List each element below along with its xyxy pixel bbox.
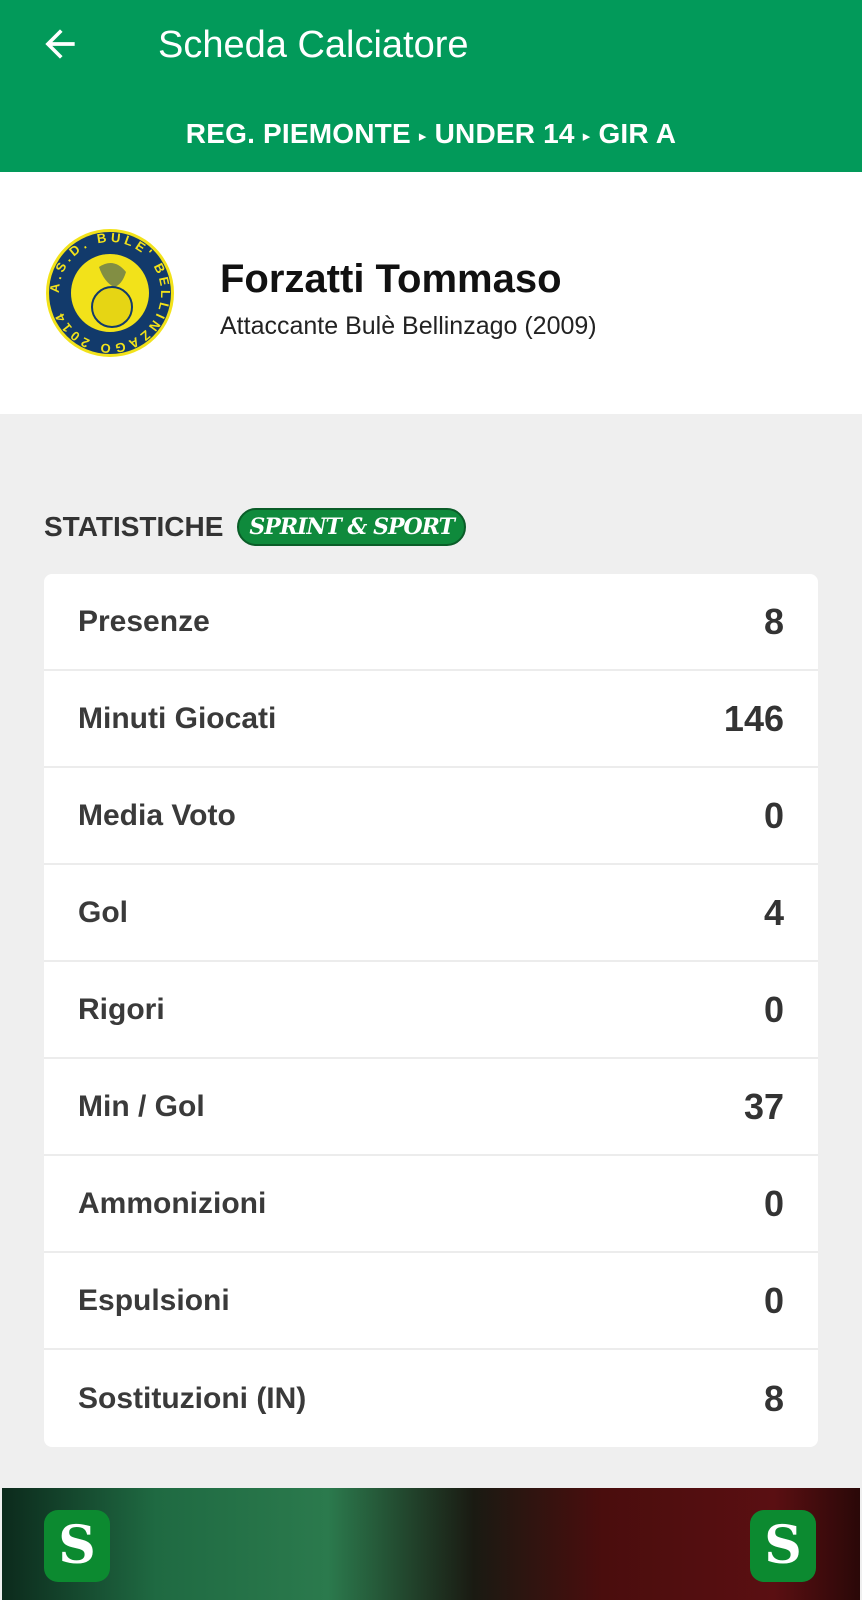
stat-label: Presenze	[78, 604, 210, 638]
stat-label: Ammonizioni	[78, 1186, 267, 1220]
stat-row: Gol 4	[44, 865, 818, 962]
stats-header: STATISTICHE SPRINT & SPORT	[44, 508, 466, 546]
player-name: Forzatti Tommaso	[220, 257, 562, 301]
stats-card: Presenze 8 Minuti Giocati 146 Media Voto 0 Gol…	[44, 574, 818, 1447]
breadcrumb-separator-icon: ▸	[582, 127, 591, 145]
stat-row: Minuti Giocati 146	[44, 671, 818, 768]
back-arrow-icon[interactable]	[38, 22, 82, 66]
stat-value: 8	[763, 600, 784, 642]
stat-value: 0	[763, 794, 784, 836]
ad-banner[interactable]: S S	[2, 1488, 860, 1600]
breadcrumb: REG. PIEMONTE ▸ UNDER 14 ▸ GIR A	[0, 118, 862, 150]
club-logo: A.S.D. BULE' BELLINZAGO 2014	[46, 229, 174, 357]
stat-row: Media Voto 0	[44, 768, 818, 865]
stat-row: Rigori 0	[44, 962, 818, 1059]
app-bar: Scheda Calciatore REG. PIEMONTE ▸ UNDER 14…	[0, 0, 862, 172]
breadcrumb-category[interactable]: UNDER 14	[434, 118, 575, 149]
sprint-sport-logo: SPRINT & SPORT	[237, 508, 466, 546]
stat-label: Gol	[78, 895, 128, 929]
sport-logo-icon: S	[750, 1510, 816, 1582]
player-role-team: Attaccante Bulè Bellinzago (2009)	[220, 312, 597, 340]
breadcrumb-separator-icon: ▸	[418, 127, 427, 145]
stat-row: Presenze 8	[44, 574, 818, 671]
breadcrumb-region[interactable]: REG. PIEMONTE	[185, 118, 411, 149]
sport-logo-icon: S	[44, 1510, 110, 1582]
breadcrumb-group[interactable]: GIR A	[598, 118, 677, 149]
stat-row: Ammonizioni 0	[44, 1156, 818, 1253]
stat-row: Sostituzioni (IN) 8	[44, 1350, 818, 1447]
stat-value: 4	[763, 891, 784, 933]
stat-row: Min / Gol 37	[44, 1059, 818, 1156]
stats-title: STATISTICHE	[44, 511, 224, 542]
stat-value: 37	[743, 1085, 784, 1127]
stat-label: Min / Gol	[78, 1089, 205, 1123]
stat-label: Minuti Giocati	[78, 701, 277, 735]
stat-value: 146	[723, 697, 784, 739]
stat-value: 0	[763, 988, 784, 1030]
stat-value: 0	[763, 1182, 784, 1224]
stat-row: Espulsioni 0	[44, 1253, 818, 1350]
stat-value: 0	[763, 1279, 784, 1321]
page-title: Scheda Calciatore	[158, 24, 469, 66]
stat-value: 8	[763, 1377, 784, 1419]
stat-label: Espulsioni	[78, 1283, 230, 1317]
stat-label: Sostituzioni (IN)	[78, 1381, 307, 1415]
stat-label: Media Voto	[78, 798, 236, 832]
player-profile: A.S.D. BULE' BELLINZAGO 2014 Forzatti To…	[0, 172, 862, 414]
stat-label: Rigori	[78, 992, 165, 1026]
